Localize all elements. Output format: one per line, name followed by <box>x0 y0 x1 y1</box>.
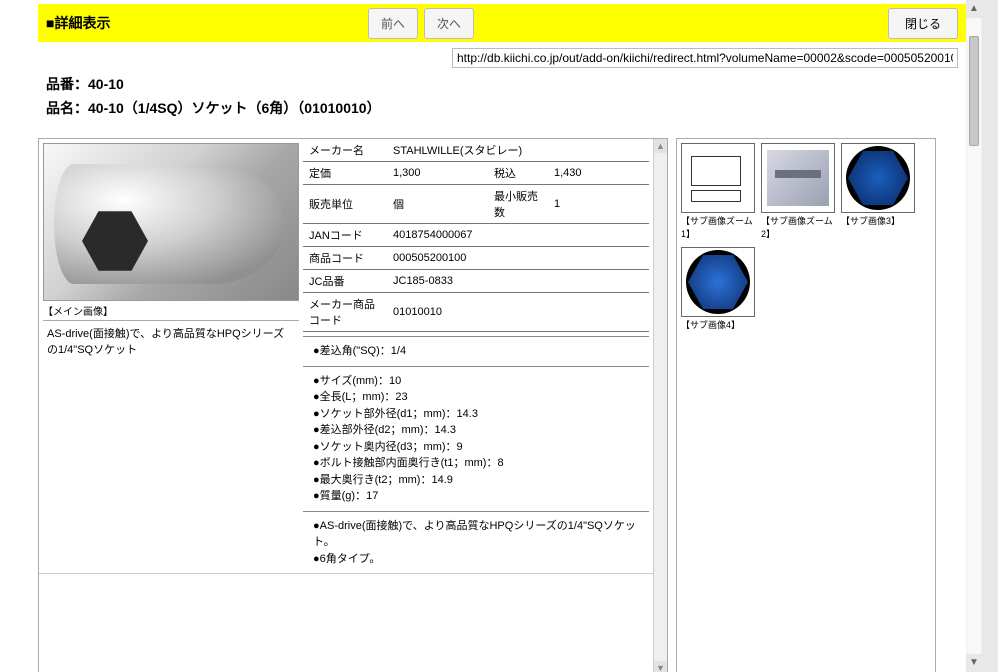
thumb-label: 【サブ画像3】 <box>841 213 915 228</box>
spec-column: メーカー名STAHLWILLE(スタビレー) 定価1,300税込1,430 販売… <box>303 139 653 573</box>
spec-row-price: 定価1,300税込1,430 <box>303 162 649 185</box>
scrollbar-thumb[interactable] <box>969 36 979 146</box>
thumb-label: 【サブ画像4】 <box>681 317 755 332</box>
spec-row-jc: JC品番JC185-0833 <box>303 270 649 293</box>
spec-taxin-k: 税込 <box>488 162 548 185</box>
spec-unit-v: 個 <box>387 185 488 224</box>
product-name: 40-10（1/4SQ）ソケット（6角）（01010010） <box>88 100 381 116</box>
bullet-item: ●サイズ(mm)：10 <box>313 373 645 390</box>
spec-pcode-k: 商品コード <box>303 247 387 270</box>
thumb-hex-icon <box>841 143 915 213</box>
close-button[interactable]: 閉じる <box>888 8 958 39</box>
next-button[interactable]: 次へ <box>424 8 474 39</box>
thumb-diagram-icon <box>681 143 755 213</box>
bullet-item: ●ソケット奥内径(d3；mm)：9 <box>313 439 645 456</box>
spec-maker-k: メーカー名 <box>303 139 387 162</box>
left-panel-scrollbar[interactable]: ▲ ▼ <box>653 139 667 672</box>
scrollbar-track[interactable] <box>967 18 981 654</box>
spec-jan-k: JANコード <box>303 224 387 247</box>
thumb-label: 【サブ画像ズーム1】 <box>681 213 755 241</box>
thumbnail[interactable]: 【サブ画像3】 <box>841 143 915 241</box>
url-input[interactable] <box>452 48 958 68</box>
left-top: 【メイン画像】 AS-drive(面接触)で、より高品質なHPQシリーズの1/4… <box>39 139 653 574</box>
spec-row-maker: メーカー名STAHLWILLE(スタビレー) <box>303 139 649 162</box>
bullet-group-1: ●差込角("SQ)：1/4 <box>303 336 649 366</box>
spec-unit-k: 販売単位 <box>303 185 387 224</box>
spec-price-v: 1,300 <box>387 162 488 185</box>
bullet-group-3: ●AS-drive(面接触)で、より高品質なHPQシリーズの1/4"SQソケット… <box>303 511 649 574</box>
scroll-down-icon[interactable]: ▼ <box>966 654 982 672</box>
product-name-label: 品名： <box>46 100 88 116</box>
spec-mcode-v: 01010010 <box>387 293 649 332</box>
main-image[interactable] <box>43 143 299 301</box>
spec-row-mcode: メーカー商品コード01010010 <box>303 293 649 332</box>
bullet-item: ●AS-drive(面接触)で、より高品質なHPQシリーズの1/4"SQソケット… <box>313 518 645 551</box>
spec-maker-v: STAHLWILLE(スタビレー) <box>387 139 649 162</box>
scroll-up-icon[interactable]: ▲ <box>654 139 667 153</box>
thumbnail[interactable]: 【サブ画像4】 <box>681 247 755 332</box>
spec-table: メーカー名STAHLWILLE(スタビレー) 定価1,300税込1,430 販売… <box>303 139 649 332</box>
spec-taxin-v: 1,430 <box>548 162 649 185</box>
left-column: 【メイン画像】 AS-drive(面接触)で、より高品質なHPQシリーズの1/4… <box>38 138 668 672</box>
spec-price-k: 定価 <box>303 162 387 185</box>
thumbnail-grid: 【サブ画像ズーム1】 【サブ画像ズーム2】 【サブ画像3】 【サブ画像4】 <box>681 143 931 332</box>
bullet-item: ●差込角("SQ)：1/4 <box>313 343 645 360</box>
bullet-group-2: ●サイズ(mm)：10 ●全長(L；mm)：23 ●ソケット部外径(d1；mm)… <box>303 366 649 511</box>
header-bar: ■詳細表示 前へ 次へ 閉じる <box>38 4 966 42</box>
bullet-item: ●ソケット部外径(d1；mm)：14.3 <box>313 406 645 423</box>
bullet-item: ●全長(L；mm)：23 <box>313 389 645 406</box>
window-scrollbar[interactable]: ▲ ▼ <box>966 0 982 672</box>
main-desc: AS-drive(面接触)で、より高品質なHPQシリーズの1/4"SQソケット <box>43 320 299 361</box>
scroll-up-icon[interactable]: ▲ <box>966 0 982 18</box>
bullet-item: ●質量(g)：17 <box>313 488 645 505</box>
spec-pcode-v: 000505200100 <box>387 247 649 270</box>
nav-buttons: 前へ 次へ <box>368 8 474 39</box>
spec-row-jan: JANコード4018754000067 <box>303 224 649 247</box>
product-code: 40-10 <box>88 76 124 92</box>
main-image-box: 【メイン画像】 AS-drive(面接触)で、より高品質なHPQシリーズの1/4… <box>39 139 303 573</box>
scroll-down-icon[interactable]: ▼ <box>654 661 667 672</box>
viewport: ■詳細表示 前へ 次へ 閉じる このページのURL 品番：40-10 品名：40… <box>0 0 998 672</box>
spec-row-pcode: 商品コード000505200100 <box>303 247 649 270</box>
thumb-caliper-icon <box>761 143 835 213</box>
spec-jan-v: 4018754000067 <box>387 224 649 247</box>
thumbnail[interactable]: 【サブ画像ズーム2】 <box>761 143 835 241</box>
bullet-item: ●最大奥行き(t2；mm)：14.9 <box>313 472 645 489</box>
prev-button[interactable]: 前へ <box>368 8 418 39</box>
spec-jc-v: JC185-0833 <box>387 270 649 293</box>
product-code-line: 品番：40-10 <box>38 72 966 96</box>
right-column: 【サブ画像ズーム1】 【サブ画像ズーム2】 【サブ画像3】 【サブ画像4】 <box>676 138 936 672</box>
bullet-item: ●ボルト接触部内面奥行き(t1；mm)：8 <box>313 455 645 472</box>
spec-mcode-k: メーカー商品コード <box>303 293 387 332</box>
spec-minqty-v: 1 <box>548 185 649 224</box>
main-image-label: 【メイン画像】 <box>43 301 299 320</box>
url-input-row <box>38 44 966 72</box>
product-name-line: 品名：40-10（1/4SQ）ソケット（6角）（01010010） <box>38 96 966 120</box>
thumbnail[interactable]: 【サブ画像ズーム1】 <box>681 143 755 241</box>
spec-jc-k: JC品番 <box>303 270 387 293</box>
bullet-item: ●6角タイプ。 <box>313 551 645 568</box>
content-row: 【メイン画像】 AS-drive(面接触)で、より高品質なHPQシリーズの1/4… <box>38 132 966 672</box>
page-title: ■詳細表示 <box>46 13 110 33</box>
spec-minqty-k: 最小販売数 <box>488 185 548 224</box>
thumb-hex-icon <box>681 247 755 317</box>
page: ■詳細表示 前へ 次へ 閉じる このページのURL 品番：40-10 品名：40… <box>0 0 966 672</box>
thumb-label: 【サブ画像ズーム2】 <box>761 213 835 241</box>
bullet-item: ●差込部外径(d2；mm)：14.3 <box>313 422 645 439</box>
spec-row-unit: 販売単位個最小販売数1 <box>303 185 649 224</box>
product-code-label: 品番： <box>46 76 88 92</box>
